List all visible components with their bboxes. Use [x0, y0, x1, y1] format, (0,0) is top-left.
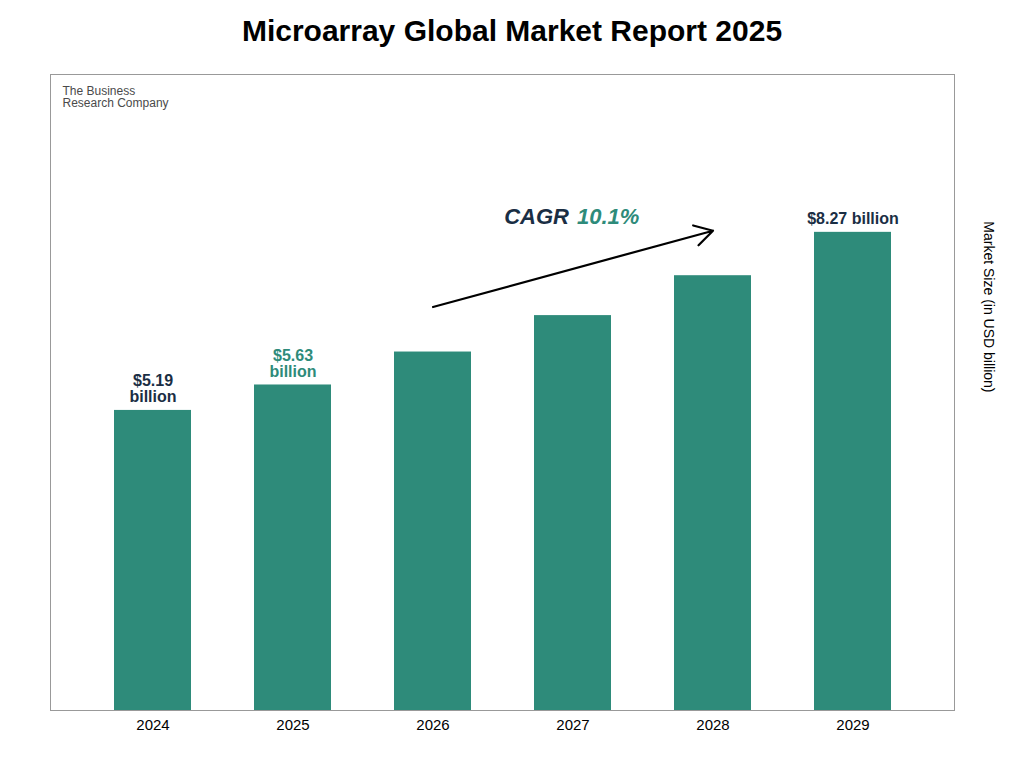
html-text:Microarray Global Market Repor: Microarray Global Market Report 2025 — [241, 14, 783, 47]
svg-text:2029: 2029 — [836, 716, 869, 733]
svg-text:2024: 2024 — [136, 716, 169, 733]
svg-text:Market Size (in USD billion): Market Size (in USD billion) — [981, 221, 997, 392]
svg-text:2026: 2026 — [416, 716, 449, 733]
svg-text:2025: 2025 — [276, 716, 309, 733]
svg-text:$8.27 billion: $8.27 billion — [807, 210, 899, 227]
svg-text:2028: 2028 — [696, 716, 729, 733]
svg-text:2027: 2027 — [556, 716, 589, 733]
svg-text:CAGR: CAGR — [504, 204, 569, 229]
svg-text:The BusinessResearch Company: The BusinessResearch Company — [63, 84, 169, 110]
svg-text:$5.19billion: $5.19billion — [129, 372, 176, 405]
svg-text:10.1%: 10.1% — [577, 204, 639, 229]
svg-text:$5.63billion: $5.63billion — [269, 347, 316, 380]
